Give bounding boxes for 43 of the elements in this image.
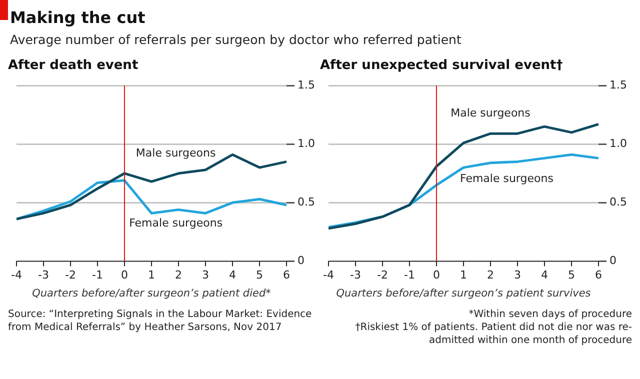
chart-title: After unexpected survival event† — [320, 58, 564, 75]
x-tick-label: 4 — [229, 268, 236, 282]
text: Average number of referrals per surgeon by doctor who referred patient — [10, 32, 462, 47]
chart-title: After death event — [8, 58, 140, 75]
text: †Riskiest 1% of patients. Patient did not die nor was re-admitted within one month of procedure — [354, 321, 632, 347]
x-axis-title: Quarters before/after surgeon’s patient survives — [336, 287, 592, 300]
x-tick-label: -1 — [404, 268, 415, 282]
x-tick-label: 2 — [174, 268, 182, 282]
x-tick-label: -2 — [65, 268, 76, 282]
x-tick-label: -3 — [350, 268, 361, 282]
series-label: Female surgeons — [129, 216, 223, 230]
x-tick-label: 6 — [595, 268, 602, 282]
x-tick-label: 3 — [202, 268, 209, 282]
y-tick-label: 0.5 — [298, 196, 316, 209]
x-tick-label: 1 — [460, 268, 467, 282]
y-tick-label: 1.5 — [610, 78, 628, 92]
x-tick-label: 0 — [120, 268, 128, 282]
series-label: Female surgeons — [460, 172, 554, 186]
x-axis-title: Quarters before/after surgeon’s patient died* — [32, 287, 271, 300]
x-tick-label: 5 — [256, 268, 264, 282]
x-tick-label: -3 — [38, 268, 49, 282]
y-tick-label: 0.5 — [610, 196, 628, 209]
text: *Within seven days of procedure — [468, 308, 632, 321]
series-label: Male surgeons — [450, 106, 531, 120]
x-tick-label: 4 — [541, 268, 548, 282]
text: Making the cut — [10, 8, 146, 28]
source-note: Source: “Interpreting Signals in the Labour Market: Evidence from Medical Referrals” by Heather Sarsons, Nov 2017 — [8, 308, 313, 334]
x-tick-label: -4 — [11, 268, 22, 282]
x-tick-label: 0 — [432, 268, 440, 282]
x-tick-label: -1 — [92, 268, 103, 282]
x-tick-label: 5 — [568, 268, 576, 282]
series-label: Male surgeons — [136, 146, 216, 160]
x-tick-label: 1 — [148, 268, 155, 282]
x-tick-label: 2 — [486, 268, 494, 282]
y-tick-label: 1.0 — [610, 136, 628, 150]
x-tick-label: 3 — [514, 268, 521, 282]
y-tick-label: 0 — [610, 254, 617, 268]
y-tick-label: 1.0 — [298, 136, 316, 150]
x-tick-label: 6 — [283, 268, 290, 282]
y-tick-label: 1.5 — [298, 78, 316, 92]
x-tick-label: -4 — [323, 268, 334, 282]
y-tick-label: 0 — [298, 254, 305, 268]
x-tick-label: -2 — [377, 268, 388, 282]
